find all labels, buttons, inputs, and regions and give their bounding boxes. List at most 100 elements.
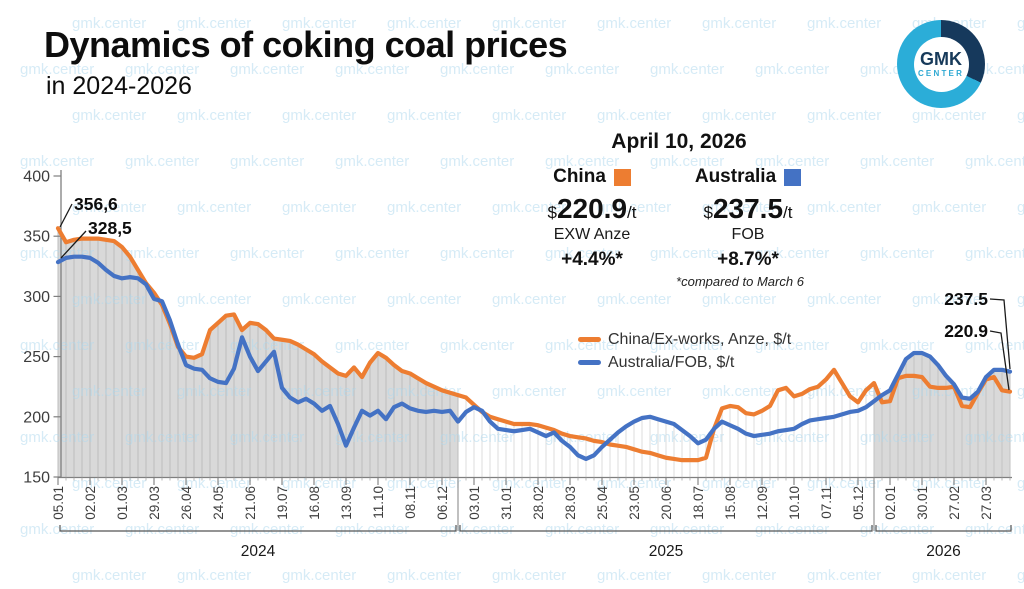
watermark-text: gmk.center [912,199,986,216]
legend-label: Australia/FOB, $/t [608,353,735,371]
page-subtitle: in 2024-2026 [46,72,192,100]
x-tick-label: 23.05 [627,486,642,520]
watermark-text: gmk.center [387,15,461,32]
x-tick-label: 27.02 [947,486,962,520]
watermark-text: gmk.center [125,429,199,446]
watermark-text: gmk.center [755,337,829,354]
watermark-text: gmk.center [545,153,619,170]
watermark-text: gmk.center [282,383,356,400]
watermark-text: gmk.center [545,245,619,262]
australia-color-swatch [784,168,802,186]
watermark-text: gmk.center [72,291,146,308]
watermark-text: gmk.center [807,199,881,216]
watermark-text: gmk.center [545,61,619,78]
x-tick-label: 29.03 [147,486,162,520]
x-tick-label: 28.03 [563,486,578,520]
watermark-text: gmk.center [702,15,776,32]
watermark-text: gmk.center [72,199,146,216]
australia-change: +8.7%* [717,249,779,270]
watermark-text: gmk.center [1017,199,1024,216]
y-tick-label: 400 [23,169,50,186]
x-tick-label: 26.04 [179,486,194,520]
watermark-text: gmk.center [597,567,671,584]
watermark-text: gmk.center [1017,383,1024,400]
x-tick-label: 24.05 [211,486,226,520]
watermark-text: gmk.center [965,245,1024,262]
watermark-text: gmk.center [807,567,881,584]
watermark-text: gmk.center [545,337,619,354]
watermark-text: gmk.center [702,199,776,216]
y-tick-label: 200 [23,409,50,426]
watermark-text: gmk.center [125,245,199,262]
watermark-text: gmk.center [440,61,514,78]
watermark-text: gmk.center [597,107,671,124]
watermark-text: gmk.center [912,107,986,124]
watermark-text: gmk.center [72,567,146,584]
australia-price: $237.5/t [686,195,810,223]
watermark-text: gmk.center [125,153,199,170]
watermark-text: gmk.center [125,521,199,538]
watermark-text: gmk.center [912,567,986,584]
y-tick-label: 250 [23,349,50,366]
china-price-value: 220.9 [556,193,628,224]
watermark-text: gmk.center [177,383,251,400]
watermark-text: gmk.center [597,15,671,32]
x-tick-label: 03.01 [467,486,482,520]
australia-price-value: 237.5 [712,193,784,224]
x-tick-label: 02.01 [883,486,898,520]
x-tick-label: 13.09 [339,486,354,520]
watermark-text: gmk.center [545,521,619,538]
watermark-text: gmk.center [807,291,881,308]
australia-stat-block: Australia $237.5/t FOB +8.7%* [686,166,810,271]
china-basis: EXW Anze [553,226,631,243]
x-tick-label: 05.01 [51,486,66,520]
watermark-text: gmk.center [702,383,776,400]
china-stat-block: China $220.9/t EXW Anze +4.4%* [530,166,654,271]
watermark-text: gmk.center [755,521,829,538]
x-tick-label: 18.07 [691,486,706,520]
y-tick-label: 350 [23,229,50,246]
annotation-connector [989,298,1011,370]
watermark-text: gmk.center [72,15,146,32]
watermark-text: gmk.center [1017,15,1024,32]
watermark-text: gmk.center [20,521,94,538]
watermark-text: gmk.center [965,337,1024,354]
page-title: Dynamics of coking coal prices [44,24,568,65]
watermark-text: gmk.center [702,475,776,492]
watermark-text: gmk.center [597,199,671,216]
watermark-text: gmk.center [492,383,566,400]
year-region-fill-2026 [874,352,1010,477]
watermark-text: gmk.center [755,429,829,446]
x-tick-label: 01.03 [115,486,130,520]
watermark-text: gmk.center [125,61,199,78]
watermark-text: gmk.center [440,337,514,354]
watermark-text: gmk.center [702,107,776,124]
watermark-text: gmk.center [440,429,514,446]
watermark-text: gmk.center [755,245,829,262]
watermark-text: gmk.center [492,567,566,584]
watermark-text: gmk.center [650,245,724,262]
year-label: 2024 [241,543,276,560]
watermark-text: gmk.center [230,429,304,446]
callout-date: April 10, 2026 [611,130,747,153]
x-tick-label: 11.10 [371,486,386,519]
watermark-text: gmk.center [20,429,94,446]
watermark-text: gmk.center [387,199,461,216]
watermark-text: gmk.center [282,15,356,32]
logo-text-center: CENTER [917,69,965,78]
watermark-text: gmk.center [860,521,934,538]
x-tick-label: 31.01 [499,486,514,520]
x-tick-label: 05.12 [851,486,866,520]
watermark-text: gmk.center [387,107,461,124]
watermark-text: gmk.center [755,153,829,170]
china-color-swatch [613,168,631,186]
watermark-text: gmk.center [965,429,1024,446]
annotations: 356,6 328,5 237.5 220.9 [59,194,1011,391]
x-tick-label: 30.01 [915,486,930,520]
watermark-text: gmk.center [965,521,1024,538]
watermark-text: gmk.center [282,567,356,584]
annotation-connector [59,203,73,228]
watermark-text: gmk.center [440,521,514,538]
watermark-text: gmk.center [335,245,409,262]
china-label-row: China [530,166,654,188]
